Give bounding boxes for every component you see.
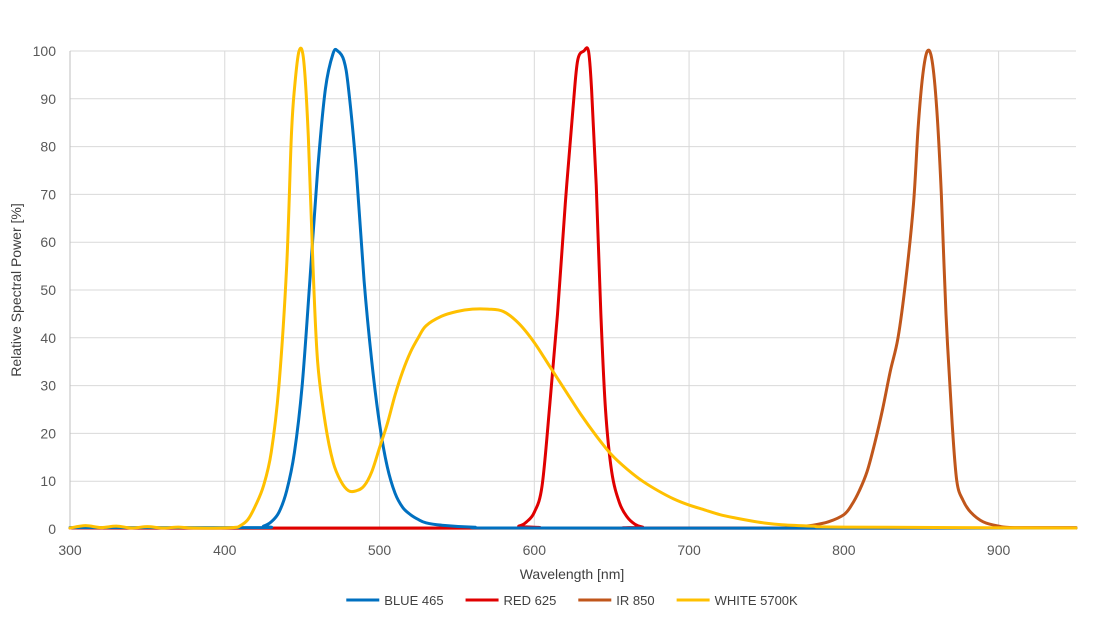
- x-axis-title: Wavelength [nm]: [520, 566, 625, 582]
- series-line-blue-465: [68, 47, 1078, 530]
- series-lines: [68, 46, 1078, 530]
- series-line-red-625: [68, 46, 1078, 530]
- x-tick-label: 500: [368, 542, 392, 558]
- y-tick-label: 50: [40, 282, 56, 298]
- y-tick-label: 70: [40, 186, 56, 202]
- x-tick-label: 300: [58, 542, 82, 558]
- y-tick-label: 0: [48, 521, 56, 537]
- y-tick-label: 60: [40, 234, 56, 250]
- series-line-white-5700k: [68, 46, 1078, 530]
- y-tick-labels: 0 10 20 30 40 50 60 70 80 90 100: [33, 43, 57, 537]
- y-tick-label: 30: [40, 378, 56, 394]
- y-tick-label: 80: [40, 139, 56, 155]
- y-tick-label: 100: [33, 43, 57, 59]
- legend-item-blue-465: BLUE 465: [346, 593, 444, 608]
- x-tick-labels: 300 400 500 600 700 800 900: [58, 542, 1010, 558]
- legend-label: WHITE 5700K: [715, 593, 798, 608]
- y-tick-label: 20: [40, 425, 56, 441]
- legend: BLUE 465 RED 625 IR 850 WHITE 5700K: [346, 593, 798, 608]
- x-tick-label: 400: [213, 542, 237, 558]
- legend-item-ir-850: IR 850: [578, 593, 655, 608]
- y-axis-title: Relative Spectral Power [%]: [8, 203, 24, 377]
- legend-label: BLUE 465: [384, 593, 443, 608]
- x-tick-label: 900: [987, 542, 1011, 558]
- y-tick-label: 10: [40, 473, 56, 489]
- legend-label: IR 850: [616, 593, 654, 608]
- x-tick-label: 600: [523, 542, 547, 558]
- y-tick-label: 90: [40, 91, 56, 107]
- legend-item-red-625: RED 625: [465, 593, 557, 608]
- legend-item-white-5700k: WHITE 5700K: [676, 593, 798, 608]
- y-tick-label: 40: [40, 330, 56, 346]
- x-tick-label: 800: [832, 542, 856, 558]
- legend-label: RED 625: [504, 593, 557, 608]
- x-tick-label: 700: [677, 542, 701, 558]
